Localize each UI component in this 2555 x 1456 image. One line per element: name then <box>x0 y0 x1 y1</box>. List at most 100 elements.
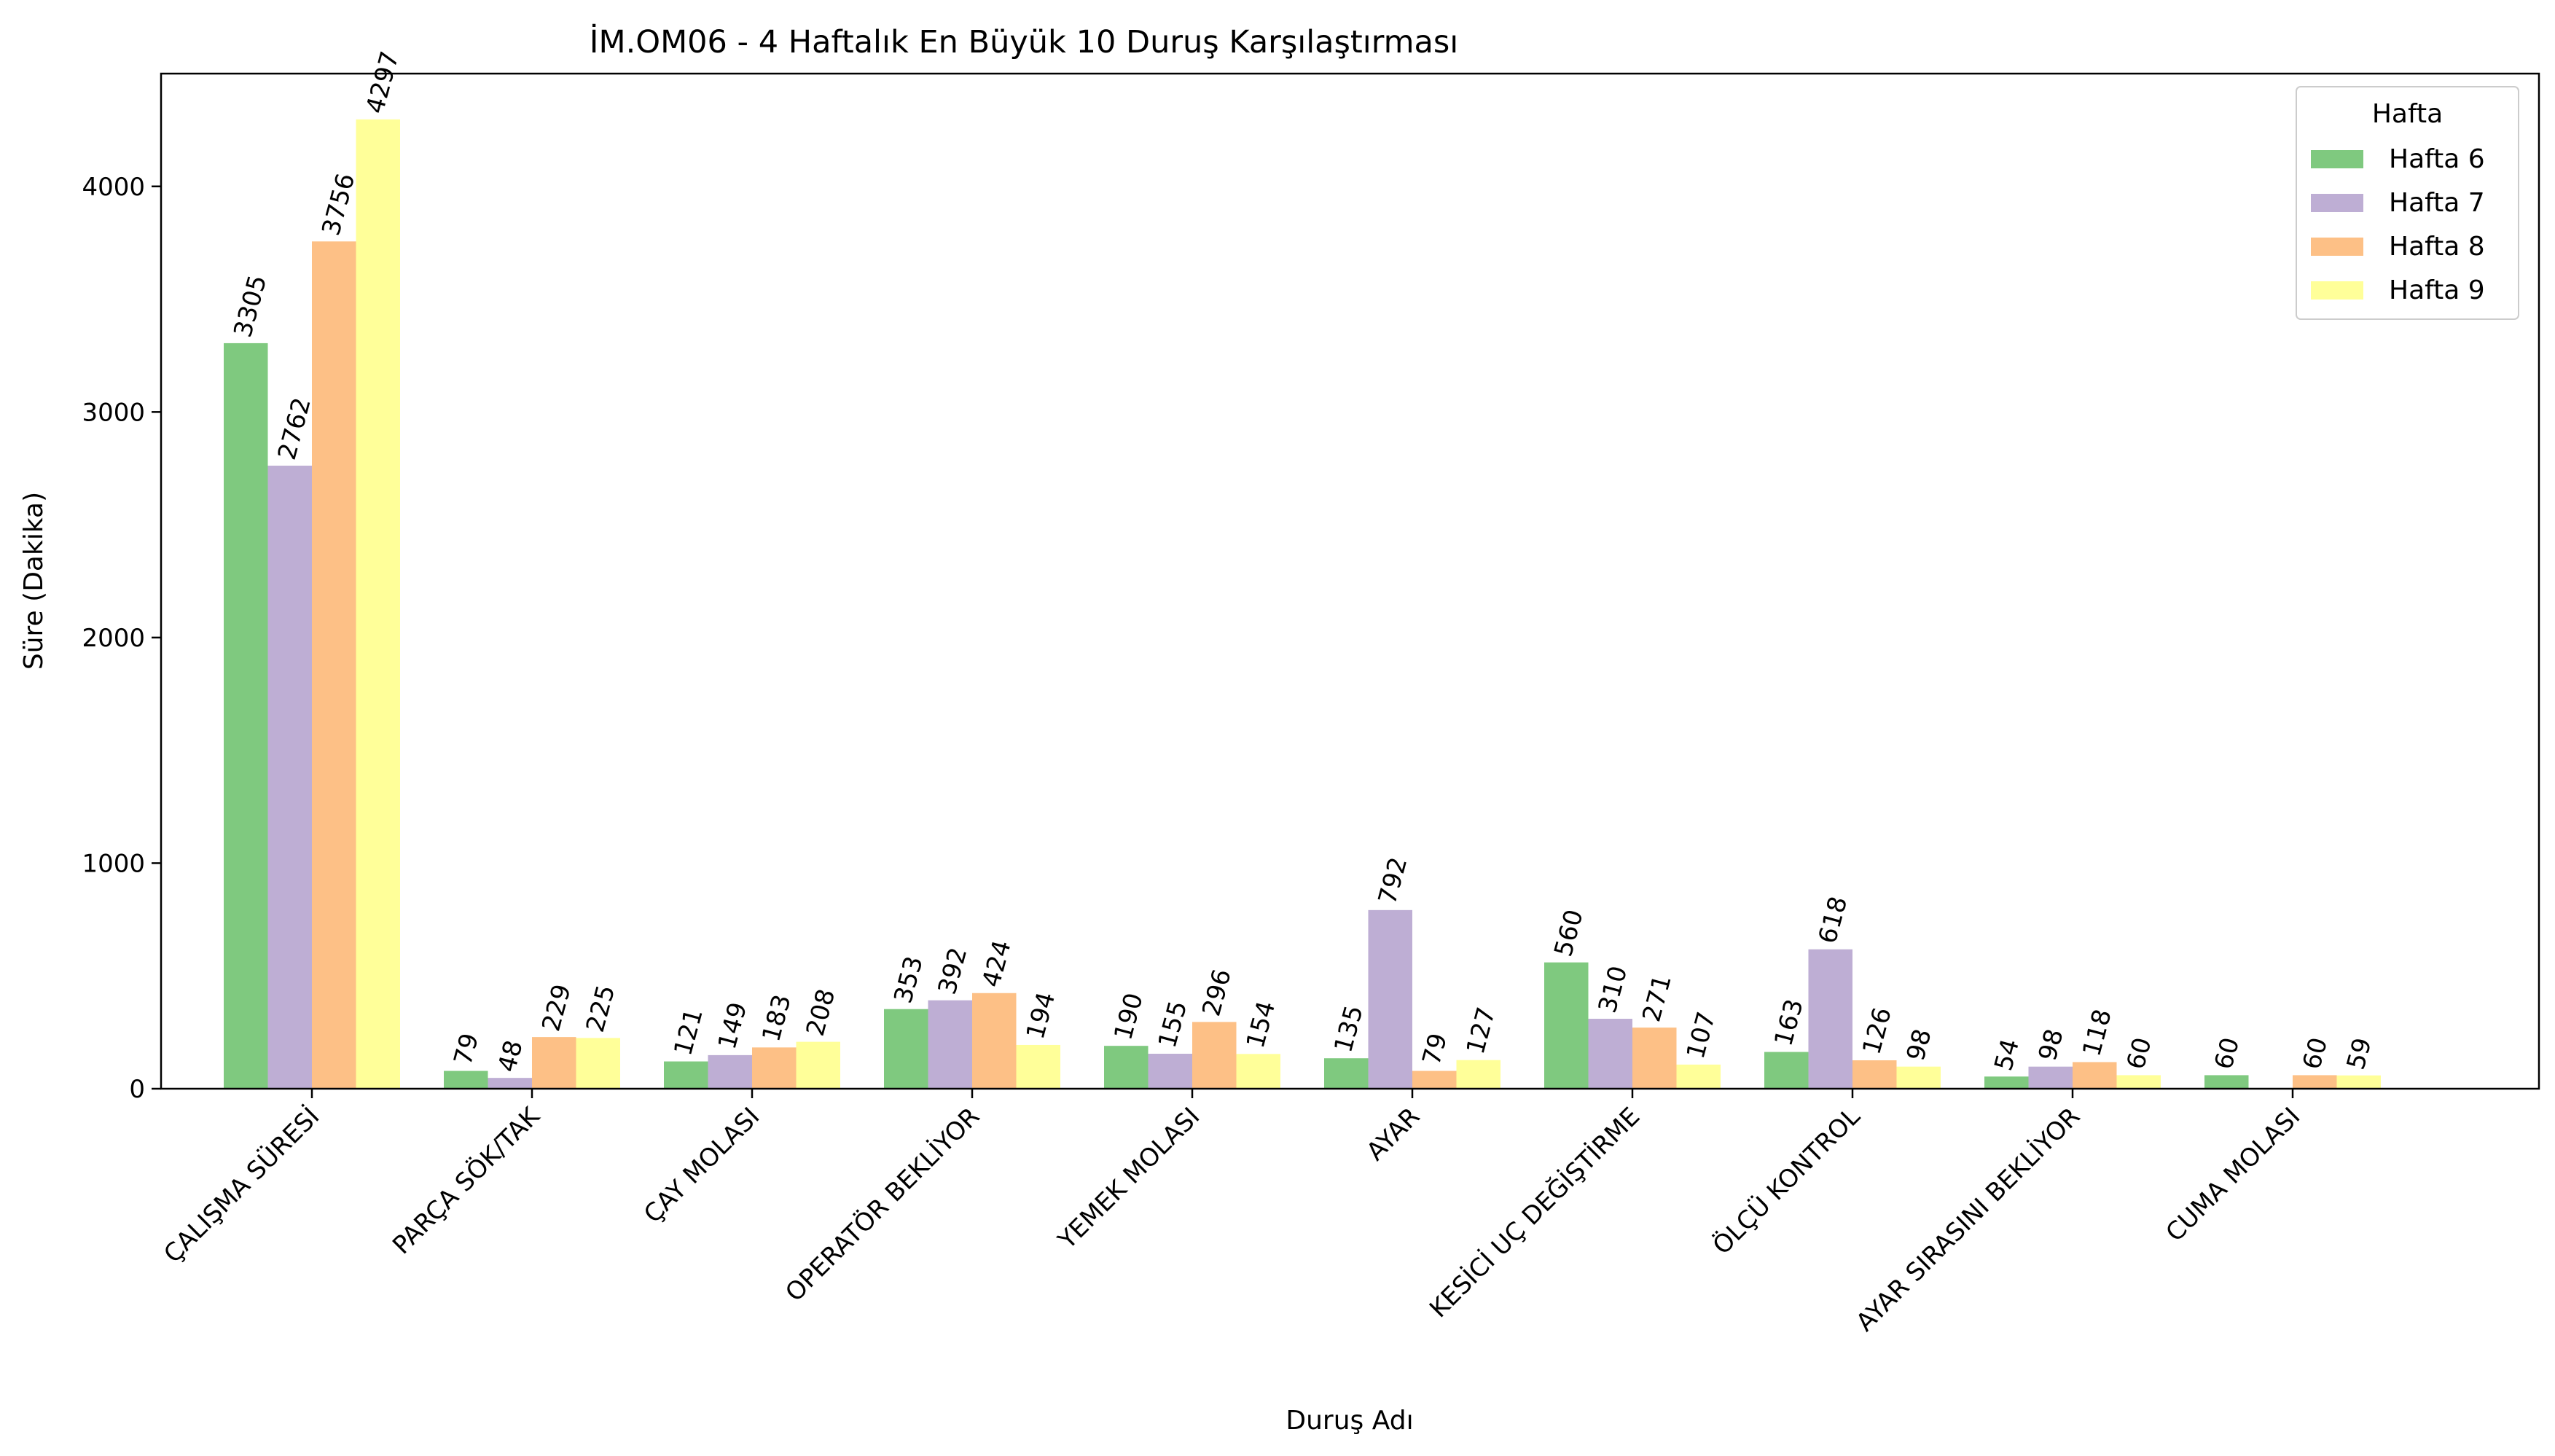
x-tick-label: PARÇA SÖK/TAK <box>386 1100 546 1260</box>
bar-value-label: 60 <box>2121 1035 2158 1073</box>
bar-value-label: 60 <box>2297 1035 2333 1073</box>
bar-value-label: 208 <box>801 986 841 1039</box>
y-tick-label: 0 <box>129 1075 145 1104</box>
bar <box>2336 1075 2381 1089</box>
bar-value-label: 155 <box>1153 998 1193 1051</box>
x-tick-label: KESİCİ UÇ DEĞİŞTİRME <box>1423 1101 1646 1323</box>
bar <box>796 1041 840 1089</box>
legend-entry-label: Hafta 7 <box>2389 188 2485 218</box>
legend-title: Hafta <box>2372 99 2443 129</box>
bar-value-label: 154 <box>1241 998 1281 1052</box>
bar-value-label: 296 <box>1197 966 1237 1019</box>
legend-swatch <box>2311 281 2363 300</box>
bar-value-label: 3756 <box>316 171 361 239</box>
bar <box>224 343 268 1089</box>
bar <box>2116 1075 2161 1089</box>
y-tick-label: 4000 <box>82 173 145 202</box>
bar-value-label: 310 <box>1593 963 1633 1016</box>
bar-value-label: 424 <box>977 937 1017 990</box>
x-tick-label: OPERATÖR BEKLİYOR <box>780 1101 986 1307</box>
bar <box>972 993 1017 1089</box>
bar-value-label: 54 <box>1989 1036 2025 1073</box>
bar <box>1632 1028 1677 1089</box>
x-axis-label: Duruş Adı <box>1286 1406 1413 1436</box>
bar-value-label: 98 <box>2033 1026 2070 1064</box>
y-tick-label: 3000 <box>82 398 145 427</box>
bar-value-label: 59 <box>2341 1035 2378 1073</box>
bar <box>1104 1046 1149 1089</box>
bar-value-label: 107 <box>1681 1009 1721 1062</box>
bar <box>267 466 312 1089</box>
bar <box>444 1071 488 1089</box>
bar-value-label: 121 <box>668 1006 708 1059</box>
bar-value-label: 190 <box>1108 990 1149 1043</box>
bar <box>1016 1044 1060 1089</box>
bar-value-label: 79 <box>1417 1030 1453 1068</box>
bar-value-label: 618 <box>1813 893 1853 947</box>
x-tick-label: AYAR SIRASINI BEKLİYOR <box>1850 1102 2086 1337</box>
bar <box>1412 1071 1457 1089</box>
bar-value-label: 163 <box>1769 996 1809 1049</box>
bar-value-label: 271 <box>1637 971 1677 1025</box>
bar <box>1148 1054 1192 1089</box>
bar <box>1764 1052 1809 1089</box>
bar-value-label: 118 <box>2077 1006 2117 1060</box>
x-tick-label: AYAR <box>1361 1102 1426 1167</box>
bar <box>356 119 400 1089</box>
bar-value-label: 126 <box>1857 1004 1897 1057</box>
bar <box>2028 1066 2073 1089</box>
bar <box>1676 1064 1721 1089</box>
legend-box <box>2296 86 2519 320</box>
bar-value-label: 194 <box>1021 989 1061 1042</box>
legend-swatch <box>2311 238 2363 256</box>
bar <box>532 1037 576 1089</box>
bar <box>1896 1066 1941 1089</box>
bar <box>2204 1075 2249 1089</box>
bar <box>1544 962 1589 1089</box>
bar-value-label: 225 <box>581 982 621 1036</box>
x-tick-label: CUMA MOLASI <box>2160 1102 2306 1248</box>
bar-value-label: 98 <box>1901 1026 1938 1064</box>
bar <box>576 1038 620 1089</box>
legend-swatch <box>2311 150 2363 168</box>
chart-title: İM.OM06 - 4 Haftalık En Büyük 10 Duruş K… <box>590 23 1458 60</box>
bar <box>1984 1076 2029 1089</box>
bar <box>884 1009 928 1089</box>
bar-value-label: 560 <box>1549 907 1589 960</box>
x-axis: ÇALIŞMA SÜRESİ PARÇA SÖK/TAK ÇAY MOLASI OPE… <box>157 1089 2306 1337</box>
bars <box>224 119 2381 1089</box>
bar <box>2073 1062 2117 1089</box>
bar <box>2293 1075 2337 1089</box>
bar <box>1236 1054 1280 1089</box>
bar <box>1852 1060 1897 1089</box>
bar <box>664 1061 708 1089</box>
legend-entry-label: Hafta 6 <box>2389 144 2485 174</box>
bar-value-label: 792 <box>1373 854 1413 907</box>
bar-value-label: 60 <box>2209 1035 2245 1073</box>
bar <box>312 241 356 1089</box>
bar <box>1192 1022 1237 1089</box>
bar <box>928 1000 972 1089</box>
bar-value-label: 149 <box>713 999 753 1052</box>
bar <box>1808 949 1852 1089</box>
bar-value-label: 2762 <box>273 394 317 463</box>
bar <box>1368 909 1412 1089</box>
bar-value-label: 353 <box>888 953 928 1006</box>
bar-value-label: 127 <box>1461 1004 1501 1057</box>
legend-entry-label: Hafta 9 <box>2389 275 2485 305</box>
y-tick-label: 1000 <box>82 849 145 878</box>
y-axis-label: Süre (Dakika) <box>19 492 49 670</box>
bar-value-label: 48 <box>493 1037 529 1075</box>
legend-entry-label: Hafta 8 <box>2389 232 2485 262</box>
bar <box>1588 1019 1632 1089</box>
bar <box>1324 1058 1369 1089</box>
plot-frame <box>160 72 2540 1090</box>
x-tick-label: ÇAY MOLASI <box>638 1102 765 1229</box>
legend-swatch <box>2311 194 2363 212</box>
y-tick-label: 2000 <box>82 624 145 653</box>
x-tick-label: YEMEK MOLASI <box>1052 1102 1206 1256</box>
bar-value-label: 229 <box>536 981 576 1034</box>
bar <box>1456 1060 1500 1089</box>
